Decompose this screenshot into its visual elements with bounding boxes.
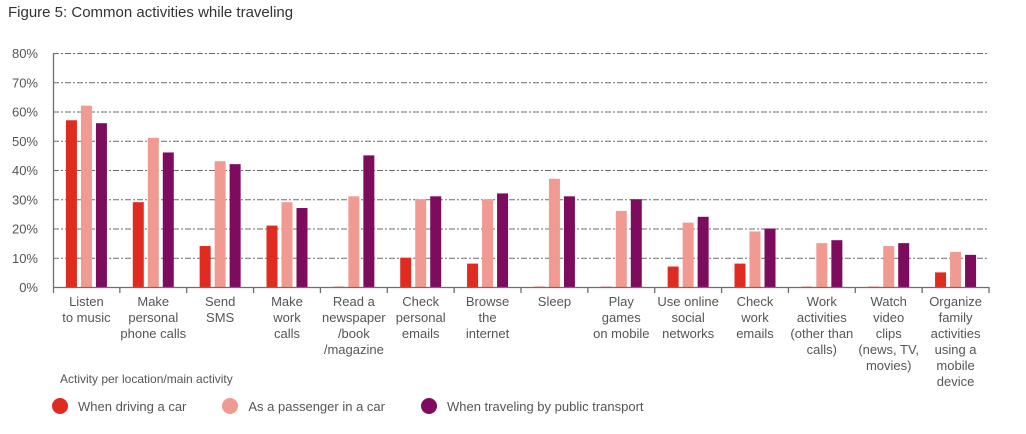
- bar: [548, 178, 560, 287]
- y-tick-label: 60%: [12, 105, 38, 120]
- y-axis-ticks: 0% 10% 20% 30% 40% 50% 60% 70% 80%: [12, 46, 38, 295]
- bar: [65, 120, 77, 288]
- bar: [898, 243, 910, 287]
- bar: [801, 286, 813, 287]
- x-tick-label: Watch video clips (news, TV, movies): [858, 294, 920, 373]
- bar: [935, 272, 947, 287]
- legend-label: When driving a car: [78, 398, 187, 414]
- bar: [430, 196, 442, 287]
- bar: [497, 193, 509, 287]
- bar: [816, 243, 828, 287]
- legend-label: When traveling by public transport: [446, 398, 644, 414]
- bar: [266, 225, 278, 287]
- bar: [868, 286, 880, 287]
- bar: [162, 152, 174, 287]
- bar: [415, 199, 427, 287]
- bar: [467, 263, 479, 287]
- bar: [132, 202, 144, 287]
- bars: [65, 105, 977, 288]
- legend-item-public-transport: When traveling by public transport: [420, 398, 644, 414]
- bar: [147, 137, 159, 287]
- y-tick-label: 30%: [12, 192, 38, 207]
- chart-title: Figure 5: Common activities while travel…: [8, 4, 294, 21]
- bar: [682, 222, 694, 287]
- legend-item-driving: When driving a car: [52, 398, 186, 414]
- bar: [697, 216, 709, 287]
- legend-title: Activity per location/main activity: [60, 372, 233, 386]
- x-tick-label: Send SMS: [204, 294, 236, 325]
- bar: [229, 164, 241, 287]
- bar: [296, 208, 308, 287]
- bar: [950, 251, 962, 287]
- bar: [667, 266, 679, 287]
- gridlines: [53, 53, 989, 259]
- y-tick-label: 10%: [12, 251, 38, 266]
- x-tick-label: Check personal emails: [395, 294, 446, 341]
- legend: When driving a car As a passenger in a c…: [52, 398, 680, 414]
- bar: [482, 199, 494, 287]
- x-tick-label: Check work emails: [736, 294, 774, 341]
- bar: [764, 228, 776, 287]
- x-tick-label: Work activities (other than calls): [790, 294, 854, 357]
- x-tick-label: Play games on mobile: [593, 294, 650, 341]
- bar: [615, 210, 627, 287]
- legend-swatch: [52, 398, 68, 414]
- bar: [348, 196, 360, 287]
- y-tick-label: 0%: [19, 280, 38, 295]
- bar: [600, 286, 612, 287]
- bar: [400, 257, 412, 287]
- x-tick-label: Make work calls: [271, 294, 303, 341]
- bar: [563, 196, 575, 287]
- bar: [281, 202, 293, 287]
- bar: [831, 240, 843, 287]
- bar: [883, 246, 895, 287]
- legend-item-passenger: As a passenger in a car: [222, 398, 385, 414]
- legend-swatch: [420, 398, 437, 414]
- legend-label: As a passenger in a car: [248, 398, 385, 414]
- bar: [80, 105, 92, 288]
- y-tick-label: 70%: [12, 75, 38, 90]
- y-tick-label: 80%: [12, 46, 38, 61]
- bar: [533, 286, 545, 287]
- bar: [630, 199, 642, 287]
- x-tick-label: Browse the internet: [465, 294, 510, 341]
- bar: [199, 246, 211, 287]
- bar: [214, 161, 226, 287]
- x-tick-label: Use online social networks: [657, 294, 719, 341]
- bar: [734, 263, 746, 287]
- axes: [52, 53, 990, 293]
- legend-swatch: [222, 398, 239, 414]
- bar: [749, 231, 761, 287]
- bar: [363, 155, 375, 287]
- bar: [965, 254, 977, 287]
- x-tick-label: Organize family activities using a mobil…: [929, 294, 982, 389]
- y-tick-label: 40%: [12, 163, 38, 178]
- x-tick-label: Listen to music: [62, 294, 111, 325]
- y-tick-label: 20%: [12, 222, 38, 237]
- bar: [95, 123, 107, 287]
- x-tick-label: Sleep: [537, 294, 572, 309]
- x-tick-label: Read a newspaper /book /magazine: [322, 294, 386, 357]
- x-tick-label: Make personal phone calls: [120, 294, 187, 341]
- bar: [333, 286, 345, 287]
- y-tick-label: 50%: [12, 134, 38, 149]
